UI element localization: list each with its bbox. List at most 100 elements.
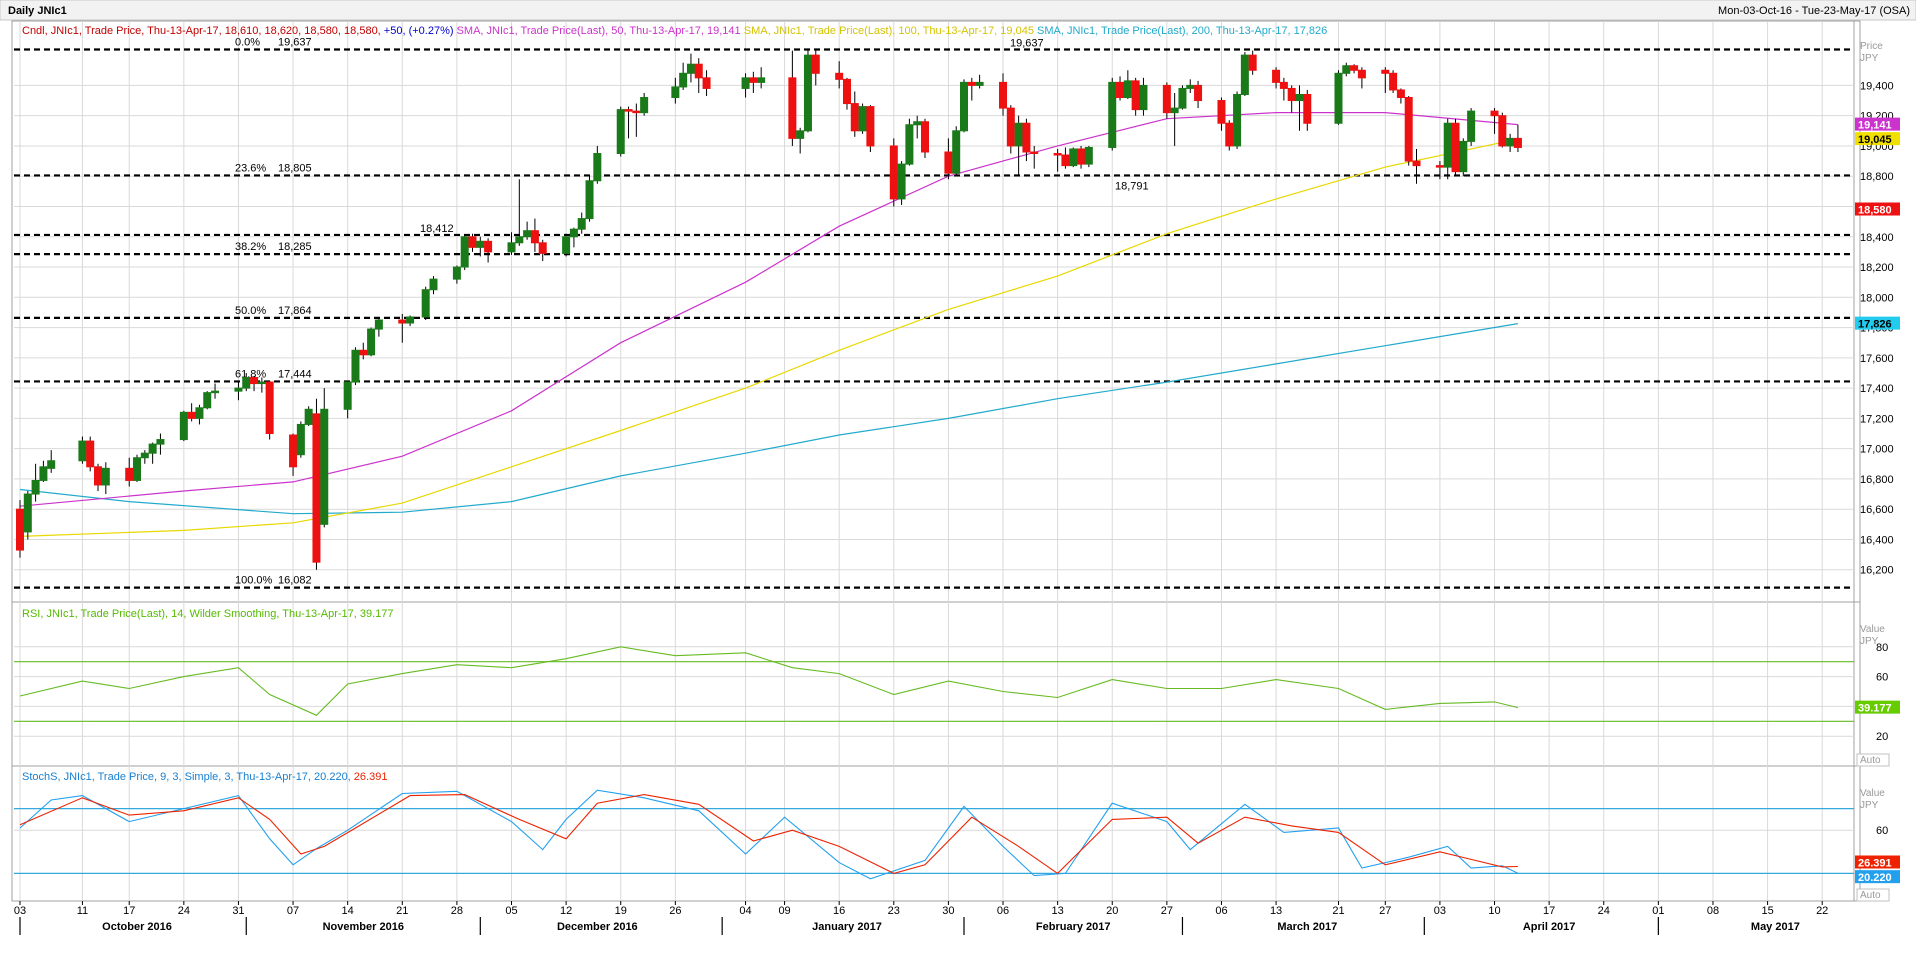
- candle-body: [507, 242, 516, 253]
- candle-body: [187, 411, 196, 419]
- candle-body: [999, 81, 1008, 109]
- candle-body: [1084, 146, 1093, 165]
- price-tag-label: 19,045: [1858, 134, 1892, 146]
- stoch-axis-unit: JPY: [1860, 800, 1879, 811]
- candle-body: [1272, 69, 1281, 83]
- candle-body: [460, 236, 469, 268]
- fib-value-label: 18,285: [278, 241, 312, 253]
- price-tick-label: 16,400: [1860, 534, 1894, 546]
- candle-body: [585, 180, 594, 220]
- fib-value-label: 18,805: [278, 162, 312, 174]
- fib-pct-label: 0.0%: [235, 37, 260, 49]
- legend-entry: SMA, JNIc1, Trade Price(Last), 50, Thu-1…: [454, 25, 741, 37]
- x-month-label: February 2017: [1036, 921, 1111, 933]
- x-day-label: 07: [287, 905, 299, 917]
- candle-body: [1350, 65, 1359, 71]
- candle-body: [16, 508, 24, 551]
- level-label: 19,637: [1010, 38, 1044, 50]
- rsi-line: [19, 646, 1519, 716]
- x-day-label: 27: [1161, 905, 1173, 917]
- candle-body: [1506, 137, 1515, 147]
- candle-body: [452, 266, 461, 280]
- x-day-label: 11: [77, 905, 88, 917]
- price-tag-label: 18,580: [1858, 205, 1892, 217]
- candle-body: [1053, 153, 1062, 156]
- candle-body: [1194, 84, 1203, 102]
- candle-body: [1279, 81, 1288, 89]
- candle-body: [1389, 72, 1398, 91]
- rsi-axis-header: Value: [1860, 624, 1885, 635]
- price-tag: [1855, 316, 1900, 330]
- x-month-label: December 2016: [557, 921, 638, 933]
- rsi-auto-button[interactable]: [1856, 753, 1890, 767]
- candle-body: [257, 381, 266, 385]
- candle-body: [1178, 87, 1187, 109]
- candle-body: [94, 466, 103, 486]
- x-day-label: 23: [888, 905, 900, 917]
- candle-body: [1467, 110, 1476, 142]
- candle-body: [632, 110, 641, 114]
- candle-body: [468, 236, 477, 248]
- candle-body: [897, 163, 906, 200]
- candle-body: [304, 408, 313, 425]
- candle-body: [593, 153, 602, 182]
- price-tick-label: 18,400: [1860, 232, 1894, 244]
- candle-body: [1459, 140, 1468, 173]
- candle-body: [1131, 80, 1140, 111]
- x-day-label: 24: [1598, 905, 1610, 917]
- candle-body: [1162, 84, 1171, 114]
- candle-body: [1248, 54, 1257, 71]
- x-day-label: 01: [1652, 905, 1664, 917]
- x-day-label: 16: [833, 905, 845, 917]
- candle-body: [749, 77, 758, 83]
- candle-body: [179, 411, 188, 441]
- candle-body: [757, 77, 766, 83]
- legend-entry: 26.391: [354, 771, 388, 783]
- x-day-label: 13: [1270, 905, 1282, 917]
- candle-body: [367, 328, 376, 356]
- candle-body: [289, 434, 298, 468]
- candle-body: [406, 316, 415, 324]
- candle-body: [1123, 80, 1132, 99]
- rsi-auto-label: Auto: [1860, 755, 1881, 766]
- candle-body: [421, 289, 430, 318]
- x-day-label: 10: [1488, 905, 1500, 917]
- price-tick-label: 16,800: [1860, 474, 1894, 486]
- price-tick-label: 16,200: [1860, 565, 1894, 577]
- x-day-label: 03: [14, 905, 26, 917]
- x-day-label: 12: [560, 905, 572, 917]
- price-axis-unit: JPY: [1860, 53, 1879, 64]
- candle-body: [1061, 154, 1070, 167]
- candle-body: [1287, 87, 1296, 102]
- candle-body: [1014, 122, 1023, 147]
- candle-body: [811, 54, 820, 74]
- candle-body: [211, 390, 220, 394]
- legend-entry: StochS, JNIc1, Trade Price, 9, 3, Simple…: [22, 771, 354, 783]
- stoch-auto-button[interactable]: [1856, 888, 1890, 902]
- candle-body: [523, 230, 532, 238]
- x-day-label: 20: [1106, 905, 1118, 917]
- x-month-label: March 2017: [1277, 921, 1337, 933]
- x-day-label: 31: [232, 905, 244, 917]
- candle-body: [23, 493, 32, 533]
- sma200-line: [19, 323, 1518, 515]
- candle-body: [156, 439, 165, 445]
- fib-pct-label: 38.2%: [235, 241, 266, 253]
- candle-body: [351, 349, 360, 383]
- stoch-value-tag: [1855, 870, 1900, 884]
- candle-body: [694, 63, 703, 79]
- candle-body: [296, 423, 305, 456]
- price-legend: Cndl, JNIc1, Trade Price, Thu-13-Apr-17,…: [22, 25, 1327, 37]
- candle-body: [803, 54, 812, 132]
- legend-entry: SMA, JNIc1, Trade Price(Last), 200, Thu-…: [1034, 25, 1327, 37]
- candle-body: [686, 63, 695, 74]
- legend-entry: RSI, JNIc1, Trade Price(Last), 14, Wilde…: [22, 608, 394, 620]
- stoch-legend: StochS, JNIc1, Trade Price, 9, 3, Simple…: [22, 771, 387, 783]
- candle-body: [1030, 151, 1039, 155]
- x-month-label: October 2016: [102, 921, 172, 933]
- candle-body: [850, 103, 859, 132]
- candle-body: [320, 408, 329, 525]
- candle-body: [1225, 122, 1234, 147]
- stoch-axis-header: Value: [1860, 788, 1885, 799]
